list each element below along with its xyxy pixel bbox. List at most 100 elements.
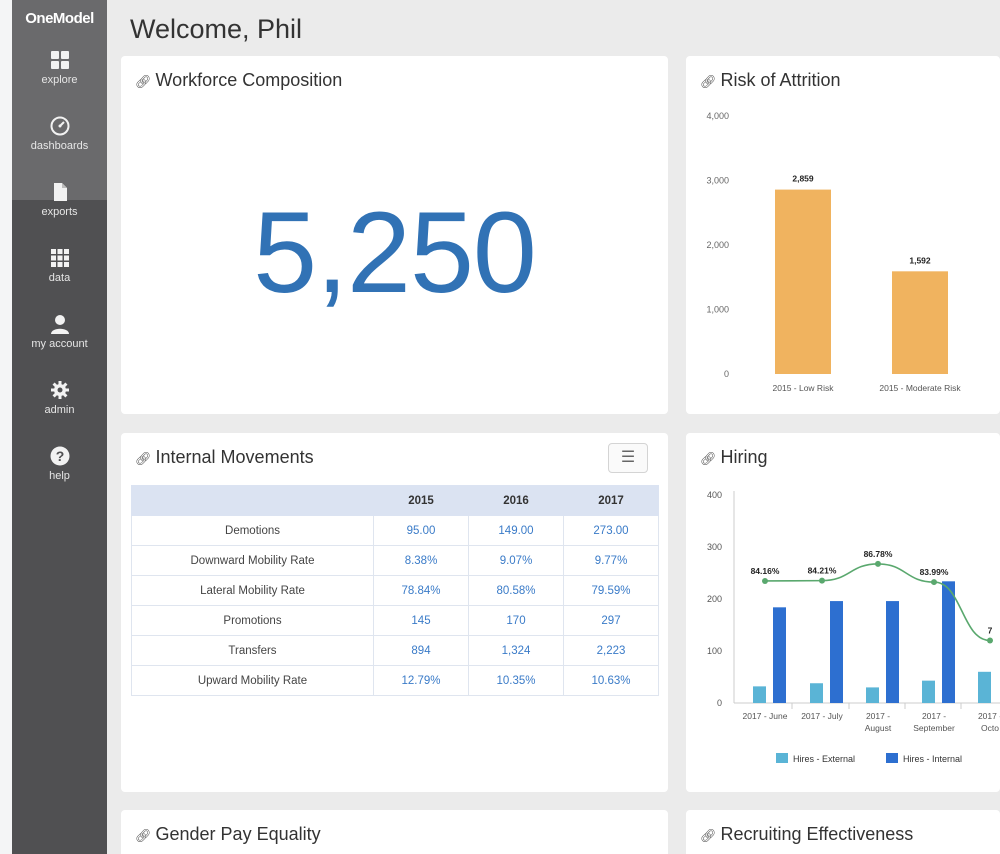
- attrition-title[interactable]: 🔗︎ Risk of Attrition: [700, 70, 841, 91]
- grid-dots-icon: [50, 249, 69, 267]
- hiring-title[interactable]: 🔗︎ Hiring: [700, 447, 768, 468]
- table-row: Downward Mobility Rate 8.38% 9.07% 9.77%: [131, 545, 659, 576]
- app-logo[interactable]: OneModel: [25, 10, 94, 27]
- nav-help[interactable]: ? help: [12, 446, 107, 506]
- line-point-label: 84.21%: [808, 566, 837, 576]
- table-cell[interactable]: 145: [373, 605, 469, 636]
- hiring-title-text: Hiring: [720, 447, 768, 467]
- hiring-card: 🔗︎ Hiring 0 100 200 300 400 2017 - June 2017 - …: [686, 433, 1000, 792]
- workforce-title-text: Workforce Composition: [155, 70, 343, 90]
- grid-icon: [50, 51, 69, 69]
- table-header-row: 2015 2016 2017: [131, 485, 659, 516]
- nav-my-account-label: my account: [31, 338, 88, 350]
- table-cell[interactable]: 9.07%: [468, 545, 564, 576]
- y-tick-label: 100: [707, 646, 722, 656]
- table-row: Lateral Mobility Rate 78.84% 80.58% 79.5…: [131, 575, 659, 606]
- table-cell[interactable]: 273.00: [563, 515, 659, 546]
- table-cell[interactable]: 894: [373, 635, 469, 666]
- nav-admin-label: admin: [44, 404, 75, 416]
- table-cell[interactable]: 10.63%: [563, 665, 659, 696]
- table-cell[interactable]: 1,324: [468, 635, 564, 666]
- hamburger-icon: ☰: [620, 449, 636, 466]
- nav-my-account[interactable]: my account: [12, 314, 107, 374]
- nav-explore-label: explore: [41, 74, 78, 86]
- legend-swatch: [886, 753, 898, 763]
- nav-data-label: data: [48, 272, 71, 284]
- row-label: Demotions: [131, 515, 374, 546]
- nav-exports-label: exports: [41, 206, 78, 218]
- nav-admin[interactable]: admin: [12, 380, 107, 440]
- line-point-label: 84.16%: [751, 566, 780, 576]
- link-icon: 🔗︎: [135, 828, 152, 843]
- row-label: Downward Mobility Rate: [131, 545, 374, 576]
- line-point-label: 83.99%: [920, 567, 949, 577]
- file-icon: [53, 183, 67, 201]
- movements-title[interactable]: 🔗︎ Internal Movements: [135, 447, 314, 468]
- attrition-bar: [892, 271, 948, 374]
- x-tick-label: 2015 - Moderate Risk: [879, 383, 961, 393]
- gender-title-text: Gender Pay Equality: [155, 824, 321, 844]
- bar-hires-external: [866, 687, 879, 703]
- table-cell[interactable]: 297: [563, 605, 659, 636]
- table-cell[interactable]: 149.00: [468, 515, 564, 546]
- bar-hires-internal: [830, 601, 843, 703]
- nav-dashboards-label: dashboards: [30, 140, 89, 152]
- row-label: Lateral Mobility Rate: [131, 575, 374, 606]
- table-cell[interactable]: 2,223: [563, 635, 659, 666]
- sidebar-highlight: [12, 0, 107, 200]
- bar-hires-internal: [886, 601, 899, 703]
- line-point-label: 86.78%: [864, 549, 893, 559]
- nav-dashboards[interactable]: dashboards: [12, 116, 107, 176]
- recruiting-title-text: Recruiting Effectiveness: [720, 824, 914, 844]
- table-cell[interactable]: 79.59%: [563, 575, 659, 606]
- movements-card: 🔗︎ Internal Movements ☰ 2015 2016 2017 De…: [121, 433, 668, 792]
- bar-hires-external: [922, 680, 935, 703]
- x-tick-label: 2015 - Low Risk: [773, 383, 835, 393]
- x-tick-label: August: [865, 723, 892, 733]
- y-tick-label: 2,000: [706, 240, 729, 250]
- line-point: [931, 579, 937, 586]
- nav-explore[interactable]: explore: [12, 50, 107, 110]
- link-icon: 🔗︎: [700, 74, 717, 89]
- movements-table: 2015 2016 2017 Demotions 95.00 149.00 27…: [131, 485, 659, 696]
- bar-hires-external: [753, 686, 766, 703]
- nav-help-label: help: [49, 470, 70, 482]
- row-label: Promotions: [131, 605, 374, 636]
- table-menu-button[interactable]: ☰: [608, 443, 648, 473]
- table-cell[interactable]: 80.58%: [468, 575, 564, 606]
- dashboard-main: Welcome, Phil 🔗︎ Workforce Composition 5,…: [107, 0, 1000, 854]
- table-cell[interactable]: 9.77%: [563, 545, 659, 576]
- line-point: [762, 577, 768, 584]
- bar-hires-external: [810, 683, 823, 703]
- column-header[interactable]: 2017: [563, 485, 659, 516]
- line-point: [875, 560, 881, 567]
- gauge-icon: [50, 116, 69, 136]
- table-cell[interactable]: 8.38%: [373, 545, 469, 576]
- window-edge: [0, 0, 12, 854]
- table-cell[interactable]: 10.35%: [468, 665, 564, 696]
- link-icon: 🔗︎: [135, 74, 152, 89]
- table-cell[interactable]: 170: [468, 605, 564, 636]
- table-row: Upward Mobility Rate 12.79% 10.35% 10.63…: [131, 665, 659, 696]
- link-icon: 🔗︎: [700, 451, 717, 466]
- table-cell[interactable]: 95.00: [373, 515, 469, 546]
- table-row: Demotions 95.00 149.00 273.00: [131, 515, 659, 546]
- table-cell[interactable]: 78.84%: [373, 575, 469, 606]
- nav-data[interactable]: data: [12, 248, 107, 308]
- column-header[interactable]: 2015: [373, 485, 469, 516]
- x-tick-label: 2017 -: [866, 711, 890, 721]
- workforce-card: 🔗︎ Workforce Composition 5,250: [121, 56, 668, 414]
- gender-title[interactable]: 🔗︎ Gender Pay Equality: [135, 824, 321, 845]
- row-label: Upward Mobility Rate: [131, 665, 374, 696]
- bar-hires-external: [978, 671, 991, 703]
- table-cell[interactable]: 12.79%: [373, 665, 469, 696]
- line-point: [987, 637, 993, 644]
- nav-exports[interactable]: exports: [12, 182, 107, 242]
- x-tick-label: 2017 -: [978, 711, 1000, 721]
- column-header[interactable]: 2016: [468, 485, 564, 516]
- recruiting-title[interactable]: 🔗︎ Recruiting Effectiveness: [700, 824, 913, 845]
- line-internal-rate: [764, 563, 991, 642]
- row-label: Transfers: [131, 635, 374, 666]
- gender-card: 🔗︎ Gender Pay Equality: [121, 810, 668, 854]
- workforce-title[interactable]: 🔗︎ Workforce Composition: [135, 70, 342, 91]
